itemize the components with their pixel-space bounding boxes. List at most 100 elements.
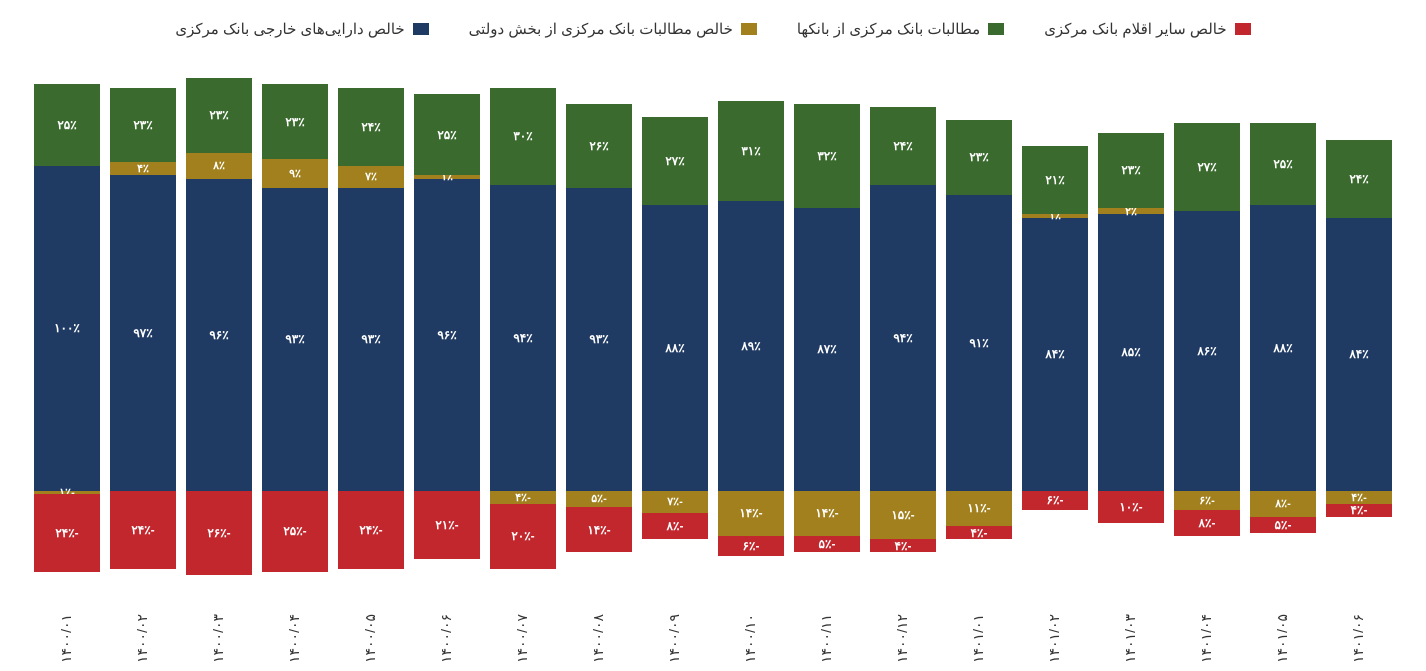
bar-segment: ۸۸٪ [1250,205,1315,491]
x-label-slot: ۱۴۰۰/۰۵ [334,600,408,670]
bar-segment: -۸٪ [1174,510,1239,536]
bar-segment-label: ۲۳٪ [1121,163,1140,177]
bar-slot: ۸۷٪۳۲٪-۱۴٪-۵٪ [790,68,864,588]
bar-segment-label: ۲۳٪ [969,150,988,164]
bar-segment-label: -۲۶٪ [207,526,230,540]
bar-segment: -۲۴٪ [110,491,175,569]
x-axis-label: ۱۴۰۰/۰۵ [362,614,379,663]
x-axis-label: ۱۴۰۰/۰۷ [514,614,531,663]
bar-column: ۹۶٪۱٪۲۵٪-۲۱٪ [414,68,479,588]
bar-segment-label: ۸۷٪ [817,342,836,356]
bar-column: ۸۴٪۱٪۲۱٪-۶٪ [1022,68,1087,588]
bar-segment: -۲۰٪ [490,504,555,569]
bar-segment-label: -۴٪ [515,491,531,504]
bar-slot: ۸۴٪۱٪۲۱٪-۶٪ [1018,68,1092,588]
legend-label: خالص مطالبات بانک مرکزی از بخش دولتی [469,20,733,38]
bar-segment: ۱٪ [414,175,479,178]
x-label-slot: ۱۴۰۱/۰۵ [1246,600,1320,670]
bar-column: ۹۳٪۷٪۲۴٪-۲۴٪ [338,68,403,588]
bar-segment-label: ۳۲٪ [817,149,836,163]
bar-segment: ۸۶٪ [1174,211,1239,491]
x-label-slot: ۱۴۰۰/۱۱ [790,600,864,670]
legend-label: خالص دارایی‌های خارجی بانک مرکزی [175,20,404,38]
bar-segment: ۸۴٪ [1326,218,1391,491]
x-axis-label: ۱۴۰۰/۱۰ [742,614,759,663]
bar-segment-label: -۲۵٪ [283,524,306,538]
bar-segment: ۸۷٪ [794,208,859,491]
bar-segment-label: -۲۱٪ [435,518,458,532]
x-axis-label: ۱۴۰۰/۰۳ [210,614,227,663]
bar-segment: ۲۳٪ [946,120,1011,195]
bar-column: ۸۵٪۲٪۲۳٪-۱۰٪ [1098,68,1163,588]
x-label-slot: ۱۴۰۱/۰۶ [1322,600,1396,670]
bar-segment-label: -۴٪ [1351,503,1368,517]
bar-segment-label: -۶٪ [743,539,760,553]
x-axis-label: ۱۴۰۰/۰۸ [590,614,607,663]
bar-segment-label: -۵٪ [1275,518,1292,532]
bar-segment: ۸٪ [186,153,251,179]
bar-column: ۹۳٪۹٪۲۳٪-۲۵٪ [262,68,327,588]
bar-segment: -۷٪ [642,491,707,514]
legend-item: خالص دارایی‌های خارجی بانک مرکزی [175,20,428,38]
chart-area: ۱۰۰٪۲۵٪-۱٪-۲۴٪۹۷٪۴٪۲۳٪-۲۴٪۹۶٪۸٪۲۳٪-۲۶٪۹۳… [30,68,1396,588]
chart-legend: خالص دارایی‌های خارجی بانک مرکزی خالص مطا… [30,20,1396,38]
bar-segment: -۴٪ [1326,491,1391,504]
bar-segment-label: ۹۳٪ [285,332,304,346]
legend-swatch [413,23,429,35]
bar-column: ۹۷٪۴٪۲۳٪-۲۴٪ [110,68,175,588]
bar-column: ۸۸٪۲۵٪ -۸٪-۵٪ [1250,68,1315,588]
bar-column: ۱۰۰٪۲۵٪-۱٪-۲۴٪ [34,68,99,588]
bar-segment: ۲۵٪ [1250,123,1315,204]
bar-segment-label: -۲۴٪ [55,526,78,540]
bar-segment-label: ۹٪ [289,167,301,180]
bar-segment: ۲۷٪ [642,117,707,205]
x-axis-label: ۱۴۰۱/۰۵ [1274,614,1291,663]
bar-segment: ۲۳٪ [186,78,251,153]
bar-segment: ۷٪ [338,166,403,189]
bar-column: ۸۶٪۲۷٪-۶٪-۸٪ [1174,68,1239,588]
bar-column: ۹۶٪۸٪۲۳٪-۲۶٪ [186,68,251,588]
bar-segment: ۹۱٪ [946,195,1011,491]
bar-segment: ۲۱٪ [1022,146,1087,214]
bar-segment: -۲۴٪ [338,491,403,569]
bar-segment: -۶٪ [1174,491,1239,511]
bar-segment-label: -۱۴٪ [815,506,838,520]
bar-slot: ۸۶٪۲۷٪-۶٪-۸٪ [1170,68,1244,588]
bar-segment: ۹۴٪ [870,185,935,491]
bar-segment: ۳۰٪ [490,88,555,186]
bar-segment: ۴٪ [110,162,175,175]
bar-segment: -۲۶٪ [186,491,251,576]
bar-segment: ۲۵٪ [34,84,99,165]
bar-segment-label: ۲۳٪ [209,108,228,122]
bar-column: ۸۸٪۲۷٪-۷٪-۸٪ [642,68,707,588]
bar-segment: -۴٪ [1326,504,1391,517]
bar-segment-label: -۲۰٪ [511,529,534,543]
bar-segment: -۸٪ [1250,491,1315,517]
legend-item: مطالبات بانک مرکزی از بانکها [797,20,1004,38]
x-label-slot: ۱۴۰۰/۰۲ [106,600,180,670]
bar-segment: -۴٪ [870,539,935,552]
x-label-slot: ۱۴۰۰/۰۳ [182,600,256,670]
bar-segment-label: ۸۹٪ [741,339,760,353]
bar-segment: -۱۱٪ [946,491,1011,527]
bar-segment-label: ۸۶٪ [1197,344,1216,358]
bars-container: ۱۰۰٪۲۵٪-۱٪-۲۴٪۹۷٪۴٪۲۳٪-۲۴٪۹۶٪۸٪۲۳٪-۲۶٪۹۳… [30,68,1396,588]
bar-slot: ۹۱٪۲۳٪-۱۱٪-۴٪ [942,68,1016,588]
legend-swatch [1235,23,1251,35]
bar-segment-label: ۷٪ [365,170,377,183]
bar-segment: -۲۵٪ [262,491,327,572]
bar-segment-label: ۲۳٪ [133,118,152,132]
bar-segment-label: ۳۱٪ [741,144,760,158]
bar-segment: ۸۸٪ [642,205,707,491]
bar-segment: ۲۵٪ [414,94,479,175]
bar-column: ۹۱٪۲۳٪-۱۱٪-۴٪ [946,68,1011,588]
bar-segment-label: -۲۴٪ [359,523,382,537]
bar-segment: -۶٪ [1022,491,1087,511]
bar-segment-label: -۸٪ [1199,516,1216,530]
bar-segment: ۲٪ [1098,208,1163,215]
bar-slot: ۹۴٪۳۰٪-۴٪-۲۰٪ [486,68,560,588]
bar-segment-label: -۱۱٪ [967,501,990,515]
bar-segment-label: -۵٪ [591,492,607,505]
bar-segment-label: ۲۴٪ [893,139,912,153]
bar-segment-label: ۹۴٪ [893,331,912,345]
